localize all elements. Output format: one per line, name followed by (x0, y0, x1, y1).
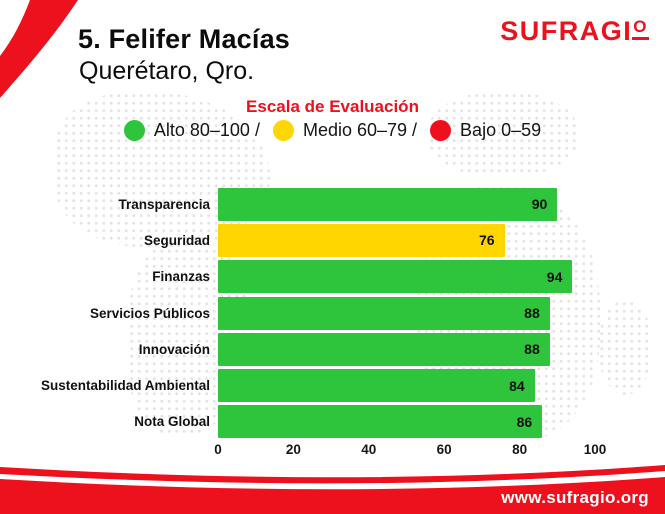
bar-innovación: 88 (218, 332, 550, 366)
legend-item-label: Alto 80–100 / (153, 120, 260, 140)
bar-sustentabilidad-ambiental: 84 (218, 369, 535, 403)
x-axis-tick-80: 80 (512, 442, 528, 457)
bar-track: 90 (218, 187, 595, 221)
sufragio-logo-o: O (632, 17, 649, 40)
footer-website-url: www.sufragio.org (501, 488, 649, 507)
bar-servicios-públicos: 88 (218, 296, 550, 330)
category-label: Servicios Públicos (89, 305, 210, 321)
page-subtitle: Querétaro, Qro. (79, 57, 255, 85)
bar-row: Seguridad 76 (0, 222, 665, 258)
bar-track: 88 (218, 332, 595, 366)
legend-swatch-icon (272, 120, 294, 141)
bar-row: Sustentabilidad Ambiental 84 (0, 367, 665, 403)
category-label: Finanzas (152, 269, 210, 285)
bar-value-label: 88 (524, 305, 540, 322)
bar-value-label: 76 (478, 232, 495, 249)
legend-swatch-icon (123, 120, 145, 141)
x-axis-tick-20: 20 (285, 442, 301, 457)
bar-row: Finanzas 94 (0, 259, 665, 295)
bar-value-label: 88 (524, 341, 540, 358)
x-axis-tick-40: 40 (361, 442, 377, 457)
bar-track: 94 (218, 260, 595, 294)
legend-item-1: Medio 60–79 / (272, 120, 418, 141)
x-axis: 0 20 40 60 80 100 (214, 442, 606, 460)
bar-value-label: 84 (509, 377, 525, 394)
legend: Alto 80–100 / Medio 60–79 / Bajo 0–59 (0, 120, 665, 141)
sufragio-logo-text: SUFRAGI (500, 16, 633, 46)
bar-seguridad: 76 (218, 223, 505, 257)
corner-swoosh-shape (0, 0, 78, 98)
world-map-dots (55, 92, 270, 247)
bar-row: Nota Global 86 (0, 404, 665, 440)
bar-finanzas: 94 (218, 260, 573, 294)
page-title: 5. Felifer Macías (78, 24, 291, 54)
bar-value-label: 90 (531, 196, 548, 213)
x-axis-tick-100: 100 (583, 442, 607, 457)
category-label: Sustentabilidad Ambiental (40, 378, 210, 394)
bar-track: 76 (218, 223, 595, 257)
sufragio-logo: SUFRAGIO (500, 16, 649, 47)
legend-title: Escala de Evaluación (246, 97, 419, 116)
bar-row: Transparencia 90 (0, 186, 665, 222)
bar-value-label: 86 (516, 413, 533, 430)
category-label: Nota Global (134, 414, 210, 430)
x-axis-tick-0: 0 (214, 442, 222, 457)
bar-value-label: 94 (546, 268, 563, 285)
world-map-dots (428, 92, 578, 177)
legend-item-label: Bajo 0–59 (460, 120, 542, 140)
bar-track: 84 (218, 369, 595, 403)
bar-nota-global: 86 (218, 405, 543, 439)
bar-row: Servicios Públicos 88 (0, 295, 665, 331)
category-label: Innovación (138, 341, 210, 357)
bar-chart: Transparencia 90 Seguridad 76 Finanzas 94 Serv… (0, 186, 665, 440)
bar-track: 88 (218, 296, 595, 330)
world-map-dots (598, 300, 653, 395)
category-label: Transparencia (118, 196, 210, 212)
bar-transparencia: 90 (218, 187, 558, 221)
bar-track: 86 (218, 405, 595, 439)
legend-item-2: Bajo 0–59 (430, 120, 541, 141)
bar-row: Innovación 88 (0, 331, 665, 367)
legend-item-0: Alto 80–100 / (123, 120, 260, 141)
x-axis-tick-60: 60 (436, 442, 452, 457)
footer-wave-shape (0, 465, 665, 514)
legend-swatch-icon (430, 120, 452, 141)
legend-item-label: Medio 60–79 / (302, 120, 418, 140)
category-label: Seguridad (143, 232, 210, 248)
